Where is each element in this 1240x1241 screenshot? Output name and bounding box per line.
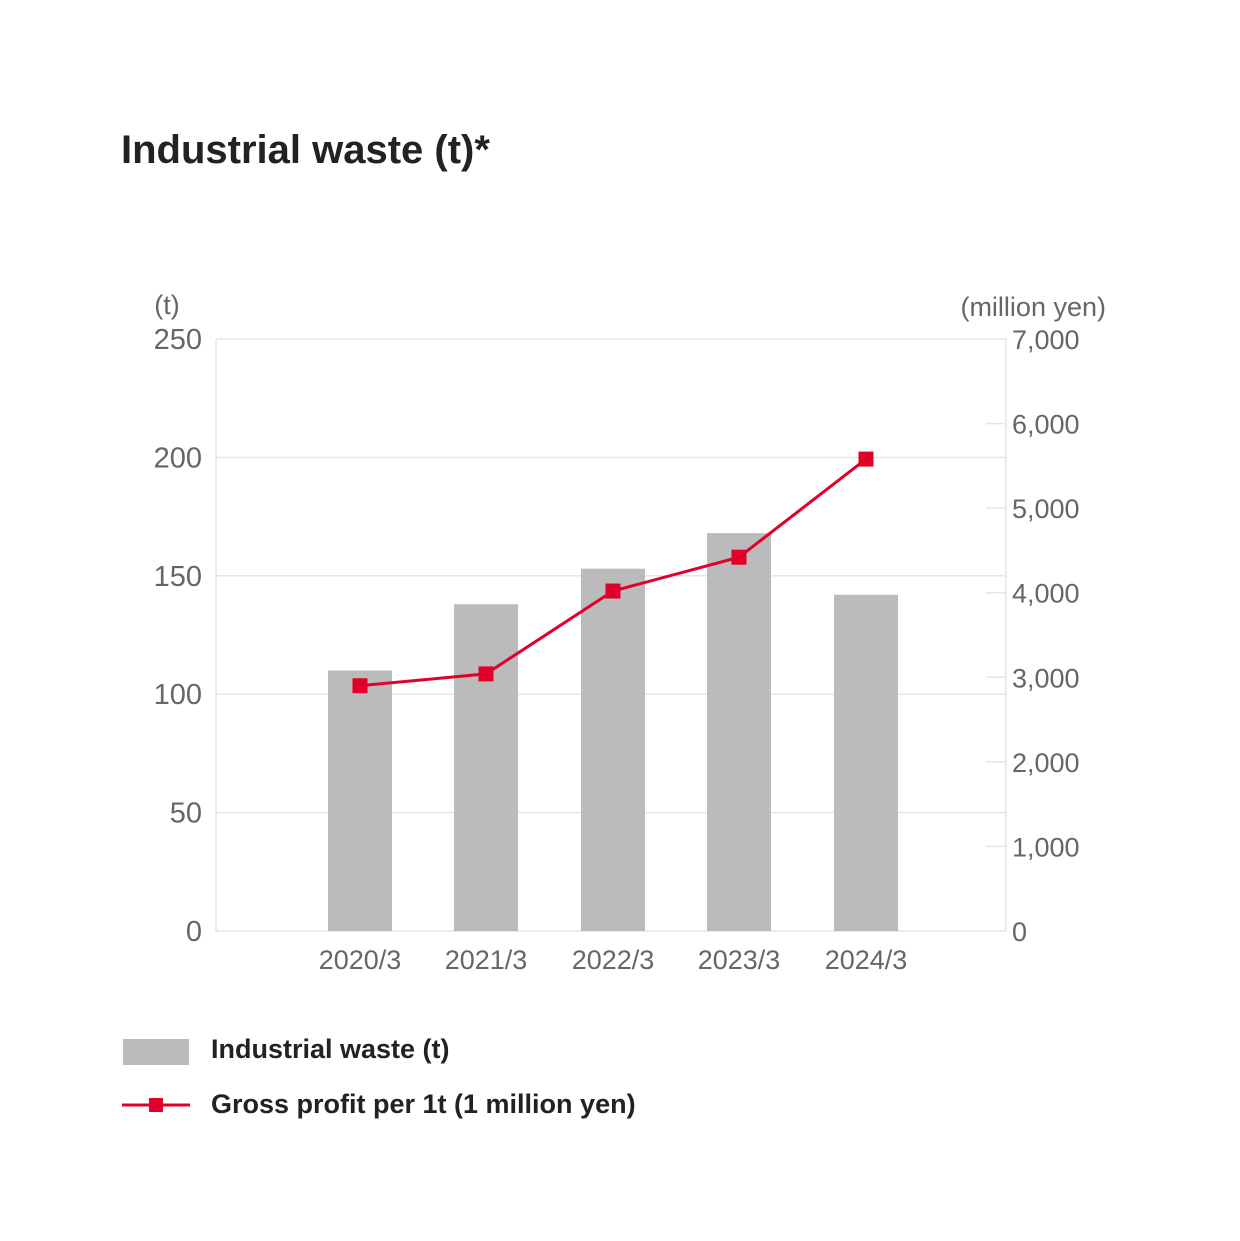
red-line-square-marker-icon: [122, 1098, 190, 1112]
legend-item-industrial-waste: Industrial waste (t): [122, 1030, 822, 1070]
legend-label-industrial-waste: Industrial waste (t): [211, 1034, 450, 1064]
line-marker-2022-3: [605, 583, 621, 599]
y-left-tick-label: 0: [186, 916, 202, 948]
gray-bar-swatch-icon: [123, 1039, 189, 1065]
y-left-tick-label: 50: [170, 798, 202, 830]
line-marker-2023-3: [731, 549, 747, 565]
y-right-tick-label: 4,000: [1012, 579, 1080, 609]
x-tick-label: 2023/3: [698, 945, 781, 975]
y-left-tick-label: 250: [154, 324, 202, 356]
bar-2022-3: [581, 568, 645, 931]
y-right-unit-label: (million yen): [960, 292, 1106, 322]
legend-label-gross-profit: Gross profit per 1t (1 million yen): [211, 1089, 636, 1119]
bar-2021-3: [454, 604, 518, 931]
x-tick-label: 2020/3: [319, 945, 402, 975]
y-right-tick-label: 7,000: [1012, 325, 1080, 355]
chart-title: Industrial waste (t)*: [121, 128, 490, 172]
y-right-tick-label: 0: [1012, 917, 1027, 947]
x-tick-label: 2022/3: [572, 945, 655, 975]
y-right-tick-label: 6,000: [1012, 410, 1080, 440]
x-tick-label: 2021/3: [445, 945, 528, 975]
y-right-tick-label: 1,000: [1012, 832, 1080, 862]
bar-2023-3: [707, 533, 771, 931]
y-left-unit-label: (t): [154, 290, 179, 320]
line-marker-2021-3: [478, 666, 494, 682]
y-left-tick-label: 150: [154, 561, 202, 593]
y-left-tick-label: 100: [154, 679, 202, 711]
bar-2020-3: [328, 670, 392, 931]
x-tick-label: 2024/3: [825, 945, 908, 975]
line-marker-2020-3: [352, 678, 368, 694]
legend-item-gross-profit: Gross profit per 1t (1 million yen): [122, 1085, 822, 1125]
line-marker-2024-3: [858, 451, 874, 467]
y-right-tick-label: 2,000: [1012, 748, 1080, 778]
y-right-tick-label: 3,000: [1012, 663, 1080, 693]
y-left-tick-label: 200: [154, 442, 202, 474]
bar-2024-3: [834, 594, 898, 931]
y-right-tick-label: 5,000: [1012, 494, 1080, 524]
